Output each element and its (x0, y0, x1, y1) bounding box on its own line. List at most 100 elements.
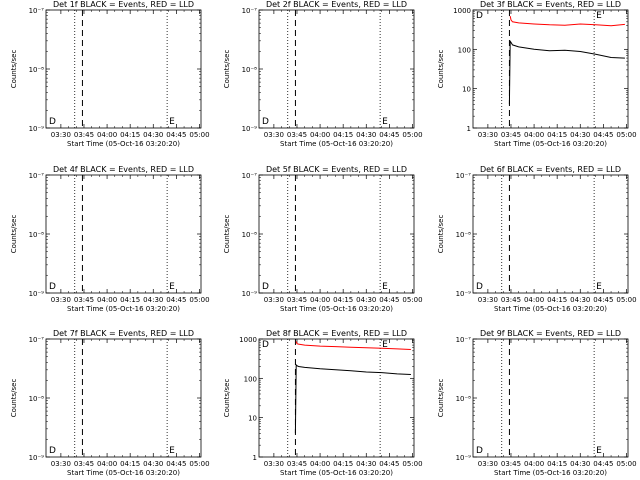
x-tick-label: 03:30 (264, 296, 284, 304)
marker-e: E (596, 11, 602, 21)
x-tick-label: 04:00 (97, 131, 117, 139)
y-tick-label: 10⁻⁸ (242, 66, 258, 74)
plot-frame (472, 9, 629, 129)
plot-frame (258, 174, 415, 294)
y-tick-label: 1000 (453, 7, 471, 15)
plot-frame (472, 338, 629, 458)
x-tick-label: 04:30 (570, 460, 590, 468)
x-tick-label: 04:15 (547, 296, 567, 304)
y-tick-label: 10⁻⁷ (242, 7, 258, 15)
y-tick-label: 10 (462, 86, 471, 94)
y-tick-label: 10⁻⁷ (456, 336, 472, 344)
y-tick-label: 10⁻⁹ (29, 125, 45, 133)
x-axis-label: Start Time (05-Oct-16 03:20:20) (494, 305, 607, 313)
marker-d: D (49, 117, 56, 127)
x-tick-label: 04:00 (97, 296, 117, 304)
plot-frame (472, 174, 629, 294)
lld-series-line (509, 15, 625, 27)
x-tick-label: 03:45 (501, 296, 521, 304)
x-tick-label: 05:00 (616, 460, 636, 468)
y-axis-label: Counts/sec (437, 379, 445, 418)
x-tick-label: 04:15 (333, 131, 353, 139)
panel-det-8: Det 8f BLACK = Events, RED = LLD 1 10 100 10… (223, 329, 423, 477)
x-tick-label: 03:30 (264, 131, 284, 139)
x-tick-label: 05:00 (616, 131, 636, 139)
panel-title: Det 8f BLACK = Events, RED = LLD (266, 329, 407, 338)
x-axis-label: Start Time (05-Oct-16 03:20:20) (280, 140, 393, 148)
x-tick-label: 03:30 (51, 131, 71, 139)
y-tick-label: 1000 (239, 336, 257, 344)
x-tick-label: 03:30 (478, 296, 498, 304)
x-tick-label: 03:45 (74, 460, 94, 468)
x-tick-label: 03:45 (501, 460, 521, 468)
y-tick-label: 10⁻⁷ (456, 172, 472, 180)
marker-e: E (382, 282, 388, 292)
panel-det-5: Det 5f BLACK = Events, RED = LLD 10⁻⁹ 10⁻⁸… (223, 165, 423, 313)
y-tick-label: 10 (248, 415, 257, 423)
y-tick-label: 10⁻⁷ (29, 7, 45, 15)
y-tick-label: 100 (458, 46, 471, 54)
x-tick-label: 03:45 (501, 131, 521, 139)
y-axis-label: Counts/sec (437, 50, 445, 89)
x-tick-label: 04:00 (310, 296, 330, 304)
panel-title: Det 5f BLACK = Events, RED = LLD (266, 165, 407, 174)
panel-det-3: Det 3f BLACK = Events, RED = LLD 1 10 100 10… (437, 0, 637, 148)
y-axis-label: Counts/sec (437, 215, 445, 254)
y-tick-label: 10⁻⁹ (29, 290, 45, 298)
plot-frame (258, 338, 415, 458)
marker-e: E (169, 446, 175, 456)
y-tick-label: 10⁻⁷ (29, 172, 45, 180)
x-axis-label: Start Time (05-Oct-16 03:20:20) (67, 140, 180, 148)
x-tick-label: 04:00 (310, 131, 330, 139)
panel-title: Det 2f BLACK = Events, RED = LLD (266, 0, 407, 9)
y-tick-label: 1 (253, 454, 257, 462)
panel-title: Det 9f BLACK = Events, RED = LLD (480, 329, 621, 338)
y-tick-label: 10⁻⁸ (29, 231, 45, 239)
panel-det-4: Det 4f BLACK = Events, RED = LLD 10⁻⁹ 10⁻⁸… (10, 165, 210, 313)
x-tick-label: 05:00 (402, 460, 422, 468)
x-tick-label: 04:00 (524, 131, 544, 139)
x-tick-label: 04:30 (356, 131, 376, 139)
marker-e: E (596, 282, 602, 292)
x-tick-label: 04:00 (310, 460, 330, 468)
y-axis-label: Counts/sec (10, 50, 18, 89)
x-tick-label: 04:30 (570, 131, 590, 139)
y-tick-label: 10⁻⁸ (456, 395, 472, 403)
x-tick-label: 04:15 (547, 131, 567, 139)
x-tick-label: 04:00 (97, 460, 117, 468)
marker-d: D (49, 446, 56, 456)
panel-det-2: Det 2f BLACK = Events, RED = LLD 10⁻⁹ 10⁻⁸… (223, 0, 423, 148)
x-tick-label: 03:45 (287, 460, 307, 468)
marker-e: E (382, 340, 388, 350)
marker-e: E (596, 446, 602, 456)
x-tick-label: 05:00 (189, 131, 209, 139)
x-tick-label: 04:45 (166, 131, 186, 139)
marker-d: D (262, 282, 269, 292)
lld-series-line (295, 341, 411, 350)
x-tick-label: 04:30 (356, 460, 376, 468)
y-tick-label: 10⁻⁷ (29, 336, 45, 344)
x-tick-label: 04:15 (120, 131, 140, 139)
marker-d: D (262, 340, 269, 350)
marker-e: E (169, 117, 175, 127)
panel-det-9: Det 9f BLACK = Events, RED = LLD 10⁻⁹ 10⁻⁸… (437, 329, 637, 477)
x-tick-label: 04:30 (356, 296, 376, 304)
y-axis-label: Counts/sec (10, 379, 18, 418)
marker-e: E (382, 117, 388, 127)
marker-d: D (49, 282, 56, 292)
plot-frame (45, 338, 202, 458)
panel-title: Det 3f BLACK = Events, RED = LLD (480, 0, 621, 9)
x-tick-label: 05:00 (189, 460, 209, 468)
plot-frame (45, 174, 202, 294)
x-tick-label: 04:45 (593, 296, 613, 304)
y-tick-label: 10⁻⁸ (29, 66, 45, 74)
y-tick-label: 10⁻⁹ (456, 454, 472, 462)
x-tick-label: 03:30 (51, 460, 71, 468)
x-tick-label: 04:30 (570, 296, 590, 304)
x-tick-label: 04:15 (120, 296, 140, 304)
y-axis-label: Counts/sec (223, 50, 231, 89)
y-tick-label: 100 (244, 375, 257, 383)
x-tick-label: 03:45 (74, 296, 94, 304)
x-axis-label: Start Time (05-Oct-16 03:20:20) (280, 469, 393, 477)
y-tick-label: 10⁻⁹ (29, 454, 45, 462)
